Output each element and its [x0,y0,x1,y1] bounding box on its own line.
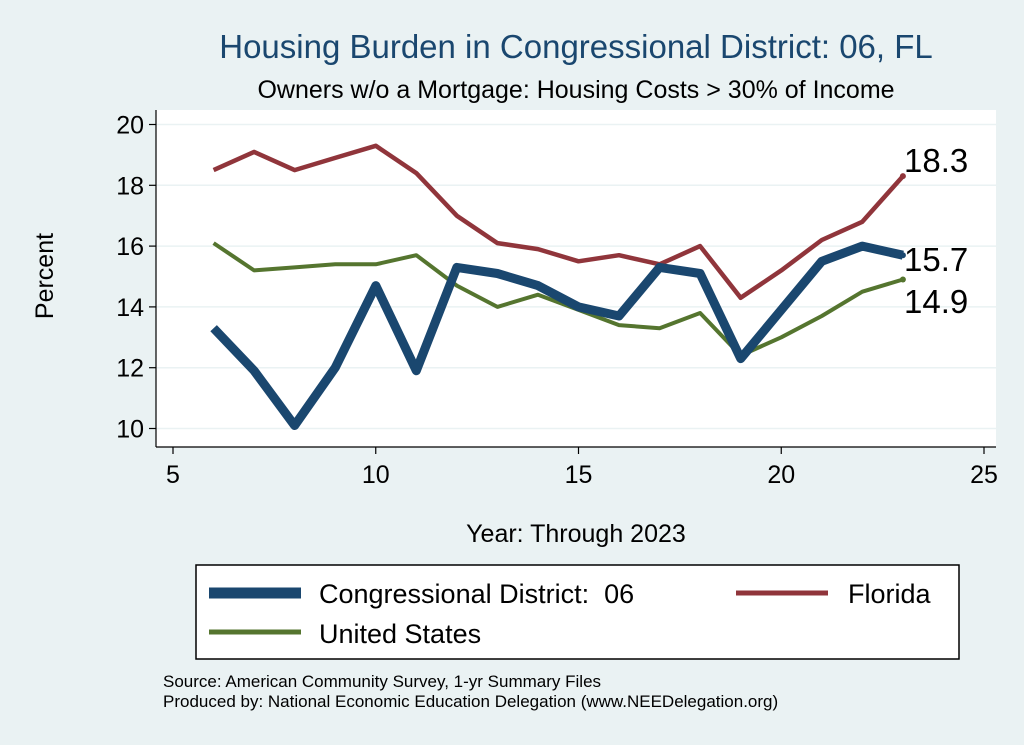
y-tick-label: 18 [116,172,144,200]
series-line-florida [212,143,905,301]
end-label-district: 15.7 [904,241,968,278]
end-label-florida: 18.3 [904,142,968,179]
x-tick-label: 10 [362,461,390,489]
y-tick-label: 14 [116,294,144,322]
plot-area [156,110,996,447]
y-tick-label: 16 [116,233,144,261]
legend: Congressional District: 06 Florida Unite… [195,564,960,660]
x-axis-label: Year: Through 2023 [466,520,686,548]
legend-label-district: Congressional District: 06 [319,579,634,609]
series-end-point [899,276,906,283]
chart-subtitle: Owners w/o a Mortgage: Housing Costs > 3… [257,76,894,104]
chart-title: Housing Burden in Congressional District… [219,28,933,65]
series-lines [210,143,906,430]
source-note: Source: American Community Survey, 1-yr … [163,672,601,691]
x-tick-label: 15 [565,461,593,489]
legend-label-florida: Florida [848,579,932,609]
x-tick-label: 20 [767,461,795,489]
y-tick-label: 12 [116,355,144,383]
end-label-us: 14.9 [904,283,968,320]
axes: 10 12 14 16 18 20 5 10 15 20 25 [116,110,998,489]
series-end-point [899,252,906,259]
y-axis-label: Percent [31,233,59,319]
x-tick-label: 5 [166,461,180,489]
producer-note: Produced by: National Economic Education… [163,692,778,711]
y-tick-label: 20 [116,112,144,140]
end-labels: 15.7 18.3 14.9 [904,142,968,320]
legend-box [195,564,960,660]
series-end-point [899,173,906,180]
series-line-district [210,241,904,430]
series-line-us [212,241,904,358]
x-tick-label: 25 [970,461,998,489]
legend-label-us: United States [319,619,481,649]
y-tick-label: 10 [116,416,144,444]
